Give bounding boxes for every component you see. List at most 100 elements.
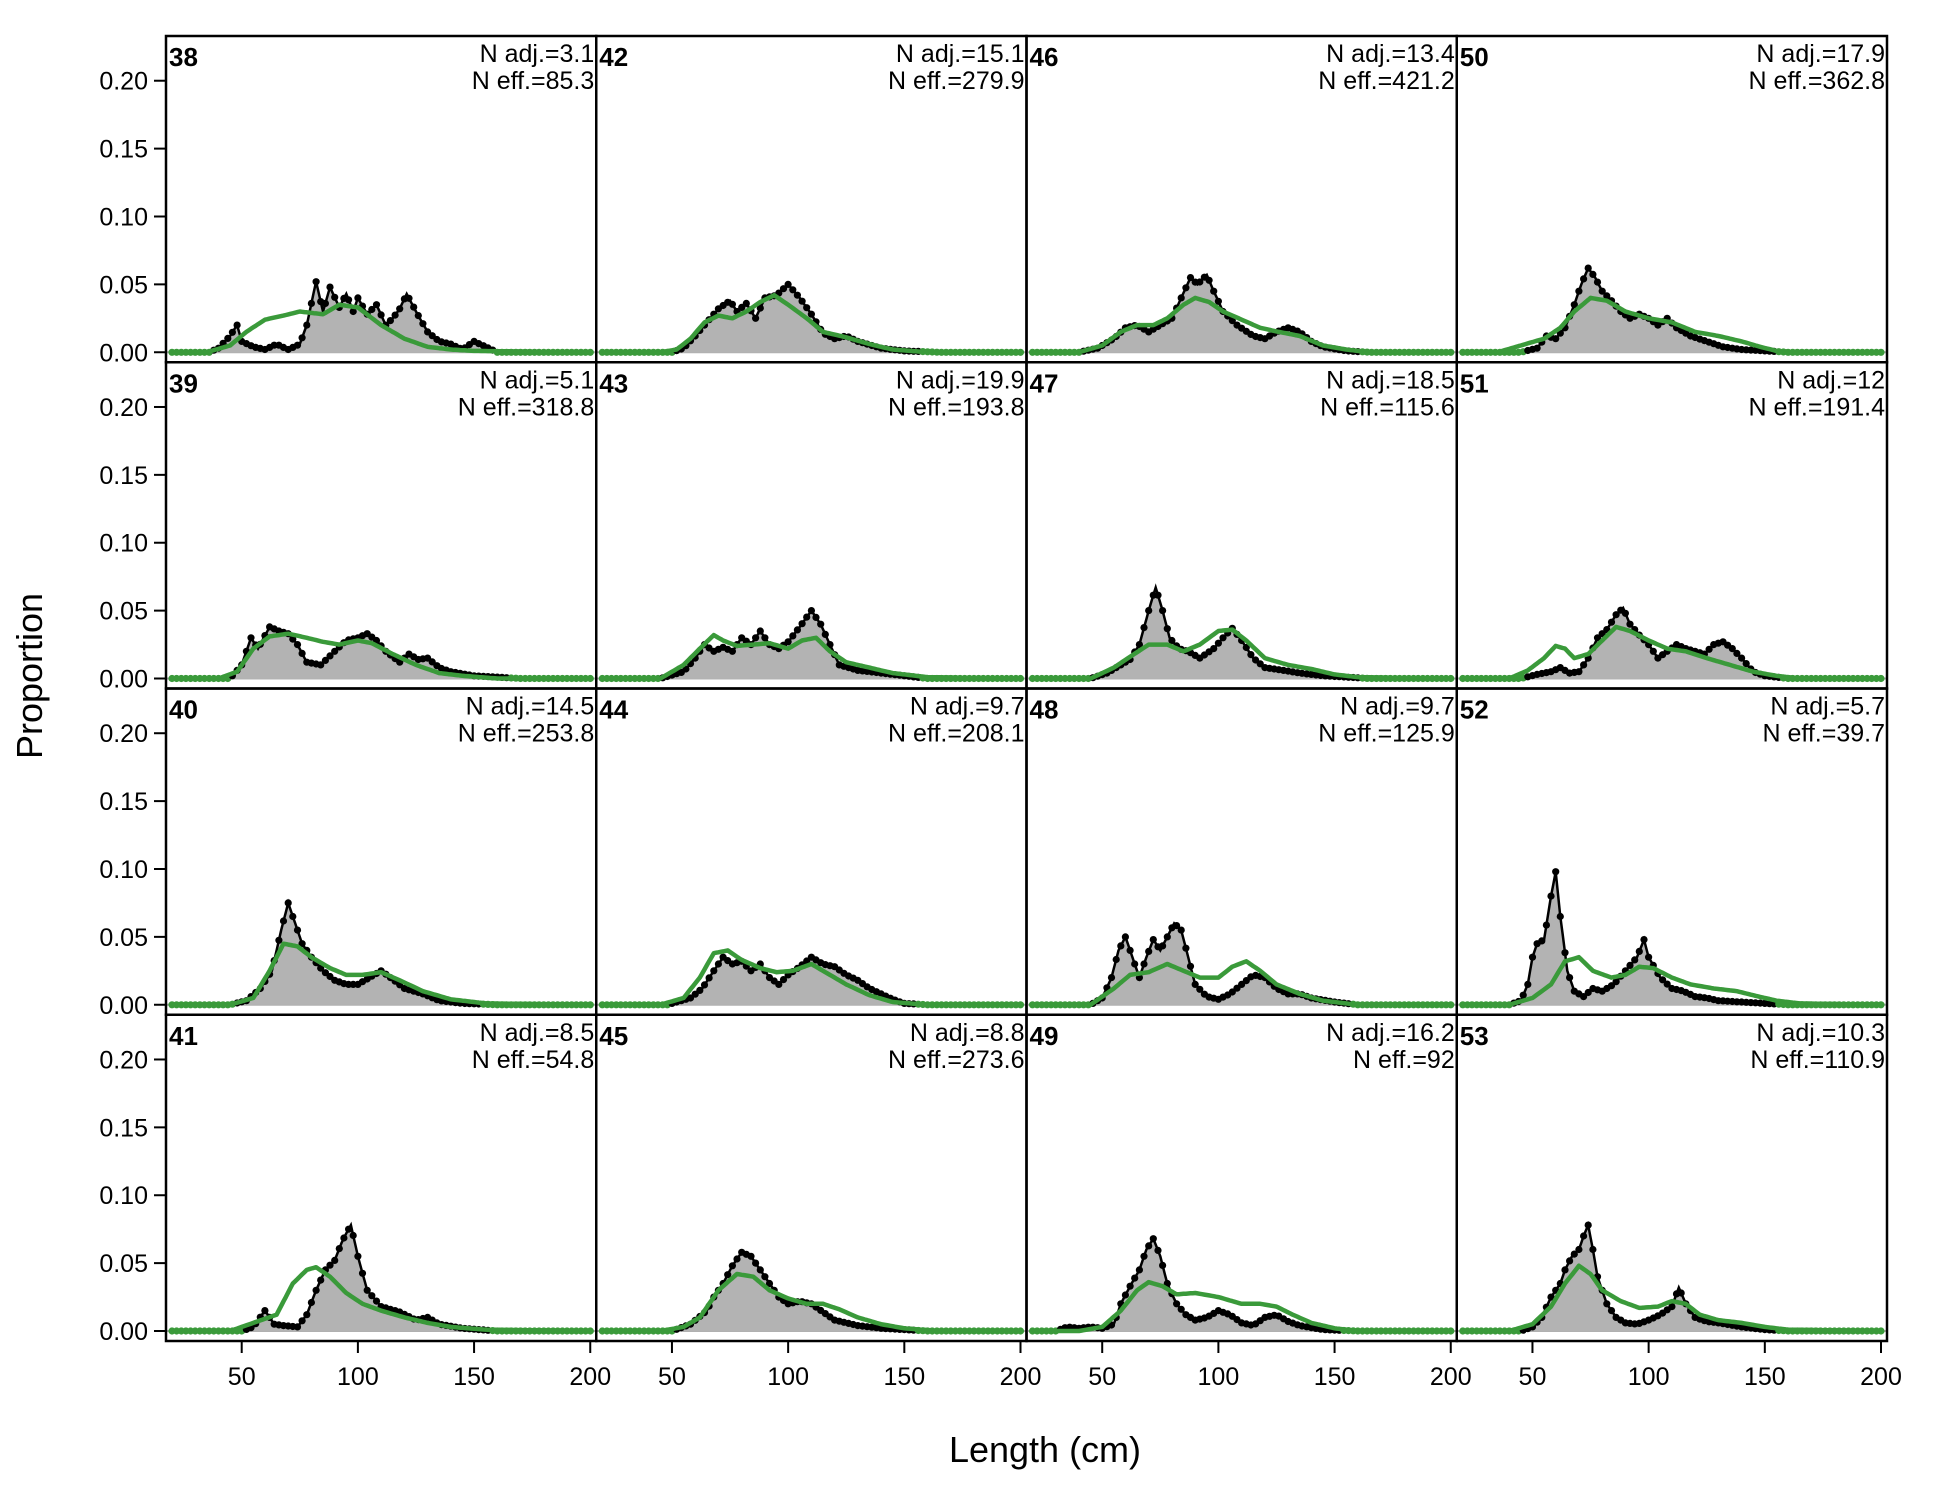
observed-point xyxy=(756,627,764,635)
observed-point xyxy=(1593,634,1602,642)
expected-line xyxy=(1032,959,1451,1008)
panel-label: 50 xyxy=(1460,42,1489,72)
observed-point xyxy=(793,626,802,634)
observed-point xyxy=(1210,645,1218,653)
observed-area xyxy=(1032,274,1451,353)
x-tick-label: 100 xyxy=(337,1363,379,1391)
observed-point xyxy=(765,1279,774,1288)
observed-point xyxy=(340,1234,348,1242)
expected-line xyxy=(1032,1279,1451,1334)
panel-label: 48 xyxy=(1030,695,1059,725)
observed-point xyxy=(1135,641,1143,649)
expected-line xyxy=(1462,624,1881,681)
observed-point xyxy=(1728,645,1736,653)
observed-point xyxy=(728,647,737,655)
expected-line xyxy=(1032,627,1451,681)
observed-point xyxy=(1598,630,1606,638)
y-tick-label: 0.00 xyxy=(99,992,148,1020)
expected-line xyxy=(602,632,1021,681)
observed-point xyxy=(1131,1274,1139,1282)
observed-point xyxy=(1640,936,1648,944)
y-tick-label: 0.00 xyxy=(99,339,148,367)
observed-point xyxy=(752,1259,760,1267)
observed-point xyxy=(1561,1266,1569,1274)
n-adj-annotation: N adj.=10.3 xyxy=(1756,1019,1885,1047)
observed-point xyxy=(1191,980,1199,989)
observed-point xyxy=(354,294,362,302)
observed-point xyxy=(1738,654,1746,662)
observed-point xyxy=(1705,645,1713,653)
panel-label: 43 xyxy=(599,368,628,398)
y-tick-label: 0.10 xyxy=(99,530,148,558)
panel-label: 44 xyxy=(599,695,628,725)
n-adj-annotation: N adj.=8.5 xyxy=(480,1019,595,1047)
panel-38: 38 N adj.=3.1N eff.=85.3 xyxy=(164,34,598,364)
observed-point xyxy=(284,899,292,907)
x-tick-label: 150 xyxy=(883,1363,925,1391)
observed-area xyxy=(1462,268,1881,353)
observed-point xyxy=(293,926,302,934)
y-tick-label: 0.10 xyxy=(99,203,148,231)
panel-label: 51 xyxy=(1460,368,1489,398)
observed-point xyxy=(228,328,236,336)
n-eff-annotation: N eff.=273.6 xyxy=(888,1046,1024,1074)
observed-point xyxy=(1163,625,1171,633)
observed-point xyxy=(368,1292,376,1300)
observed-area xyxy=(1462,607,1881,679)
observed-area xyxy=(1032,1238,1451,1331)
y-axis-title: Proportion xyxy=(9,593,50,759)
y-tick-label: 0.10 xyxy=(99,1182,148,1210)
observed-point xyxy=(1205,276,1213,284)
observed-point xyxy=(410,303,418,311)
panel-label: 38 xyxy=(169,42,198,72)
y-axis-group: 0.00 0.05 0.10 0.15 0.20 0.00 0.05 0.10 0.15 0.20… xyxy=(99,68,166,1346)
observed-point xyxy=(1552,335,1560,343)
observed-point xyxy=(1140,1252,1148,1260)
observed-point xyxy=(1173,1300,1181,1308)
panel-label: 47 xyxy=(1030,368,1059,398)
y-tick-label: 0.15 xyxy=(99,136,148,164)
expected-line xyxy=(602,292,1021,355)
y-tick-label: 0.00 xyxy=(99,666,148,694)
observed-point xyxy=(1126,946,1134,955)
observed-point xyxy=(312,1286,320,1294)
observed-point xyxy=(1580,993,1588,1001)
observed-point xyxy=(396,305,404,313)
observed-area xyxy=(1032,587,1451,679)
observed-point xyxy=(1242,643,1250,652)
y-tick-label: 0.20 xyxy=(99,68,148,96)
observed-point xyxy=(1196,278,1204,286)
observed-point xyxy=(331,293,339,301)
observed-point xyxy=(1149,1235,1157,1243)
n-adj-annotation: N adj.=5.7 xyxy=(1770,693,1885,721)
observed-point xyxy=(307,1298,315,1307)
observed-point xyxy=(724,1271,732,1279)
observed-point xyxy=(1547,1293,1555,1301)
observed-point xyxy=(1742,660,1750,668)
observed-point xyxy=(1603,1300,1611,1308)
n-adj-annotation: N adj.=15.1 xyxy=(896,40,1025,68)
observed-point xyxy=(1626,620,1634,628)
expected-line xyxy=(172,302,591,355)
observed-point xyxy=(733,1255,741,1263)
panel-label: 39 xyxy=(169,368,198,398)
x-tick-label: 100 xyxy=(1628,1363,1670,1391)
observed-point xyxy=(1677,1289,1685,1297)
observed-point xyxy=(1186,962,1195,970)
observed-point xyxy=(349,307,357,316)
observed-point xyxy=(714,960,723,968)
n-adj-annotation: N adj.=13.4 xyxy=(1326,40,1455,68)
observed-point xyxy=(1580,1232,1588,1240)
observed-point xyxy=(1575,668,1583,676)
observed-point xyxy=(1570,1250,1578,1258)
x-tick-label: 150 xyxy=(453,1363,495,1391)
observed-point xyxy=(331,1256,339,1264)
observed-point xyxy=(1524,980,1532,989)
observed-point xyxy=(1145,1242,1153,1250)
observed-point xyxy=(345,296,353,304)
n-adj-annotation: N adj.=9.7 xyxy=(1340,693,1455,721)
observed-point xyxy=(1177,1305,1185,1313)
observed-point xyxy=(419,320,427,328)
observed-point xyxy=(1607,618,1616,626)
